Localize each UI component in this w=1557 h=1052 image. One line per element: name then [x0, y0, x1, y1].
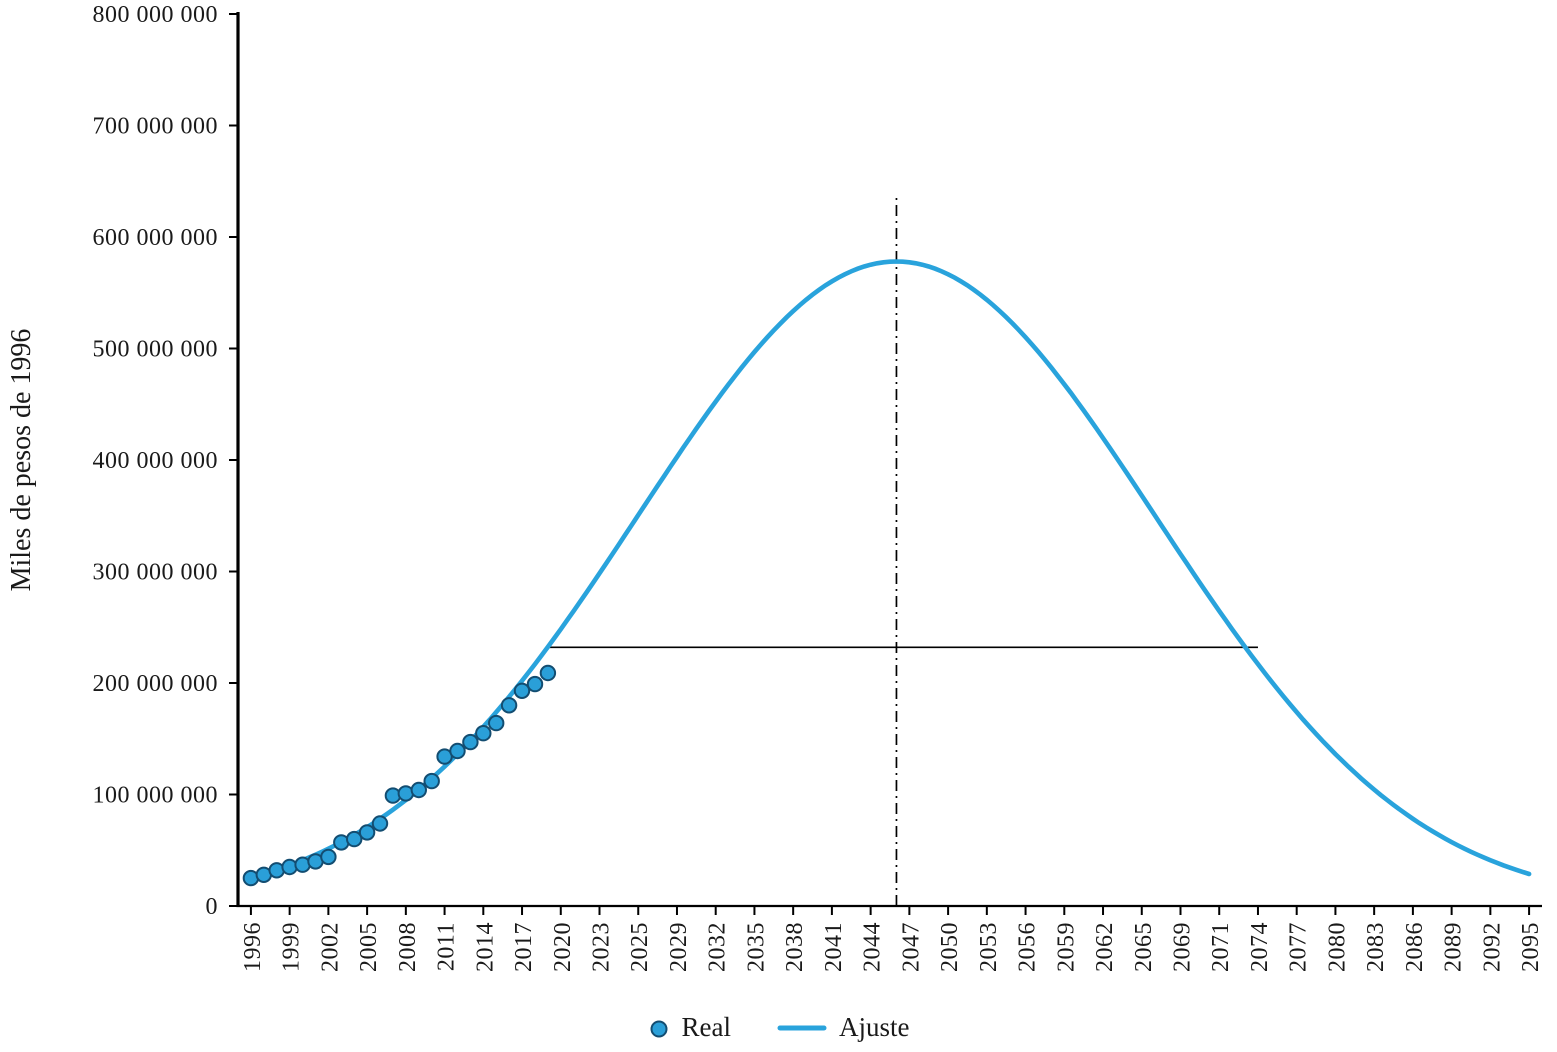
real-point	[371, 815, 389, 832]
x-tick-label: 2011	[434, 922, 460, 971]
x-tick-label: 2008	[395, 922, 421, 972]
chart-canvas: 0 100 000 000 200 000 000 300 000 000 400 00…	[93, 2, 1545, 972]
x-tick-label: 2038	[782, 922, 808, 972]
x-tick-label: 2032	[705, 922, 731, 972]
x-tick-label: 2005	[356, 922, 382, 972]
real-point	[462, 733, 479, 751]
x-tick-label: 2050	[937, 922, 963, 972]
x-tick-label: 2014	[472, 922, 498, 972]
legend-label-real: Real	[681, 1012, 731, 1042]
x-tick-label: 2056	[1015, 922, 1041, 972]
ajuste-line-icon	[777, 1025, 827, 1030]
x-tick-label: 2077	[1286, 922, 1312, 972]
x-tick-label: 2044	[860, 922, 886, 972]
y-tick-label: 700 000 000	[93, 114, 219, 140]
x-tick-label: 2020	[550, 922, 576, 972]
x-tick-label: 2080	[1324, 922, 1350, 972]
real-point	[346, 830, 363, 848]
real-point	[488, 714, 505, 732]
x-tick-label: 2086	[1402, 922, 1428, 972]
x-tick-label: 1996	[240, 922, 266, 972]
x-tick-label: 2089	[1441, 922, 1467, 972]
x-tick-label: 2053	[976, 922, 1002, 972]
x-tick-label: 2069	[1169, 922, 1195, 972]
real-point	[526, 675, 544, 693]
x-tick-label: 2047	[898, 922, 924, 972]
real-point	[513, 682, 531, 699]
x-tick-label: 2092	[1479, 922, 1505, 972]
y-tick-label: 600 000 000	[93, 225, 219, 251]
legend-label-ajuste: Ajuste	[838, 1012, 910, 1042]
y-tick-label: 500 000 000	[93, 337, 219, 363]
x-tick-label: 2071	[1208, 922, 1234, 972]
x-tick-label: 2074	[1247, 922, 1273, 972]
real-point	[320, 848, 337, 866]
real-point	[410, 781, 427, 799]
real-point	[500, 697, 518, 714]
real-dot-icon	[650, 1020, 667, 1037]
real-point	[539, 664, 557, 682]
y-tick-label: 800 000 000	[93, 2, 219, 28]
x-tick-label: 2083	[1363, 922, 1389, 972]
legend-item-real: Real	[648, 1012, 731, 1043]
real-point	[281, 858, 298, 876]
x-tick-label: 2062	[1092, 922, 1118, 972]
x-tick-label: 2035	[743, 922, 769, 972]
y-tick-label: 100 000 000	[93, 783, 219, 809]
y-tick-label: 300 000 000	[93, 560, 219, 586]
y-tick-label: 400 000 000	[93, 448, 219, 474]
x-tick-label: 2095	[1518, 922, 1544, 972]
real-point	[423, 772, 440, 790]
real-points	[242, 664, 557, 887]
x-tick-label: 2029	[666, 922, 692, 972]
x-tick-label: 2023	[589, 922, 615, 972]
legend-item-ajuste: Ajuste	[777, 1012, 910, 1043]
x-tick-label: 2002	[317, 922, 343, 972]
x-tick-label: 2065	[1131, 922, 1157, 972]
x-tick-label: 2059	[1053, 922, 1079, 972]
real-point	[475, 725, 492, 742]
x-tick-label: 2017	[511, 922, 537, 972]
x-tick-label: 2041	[821, 922, 847, 972]
y-tick-label: 200 000 000	[93, 671, 219, 697]
y-tick-label: 0	[206, 894, 219, 920]
legend: Real Ajuste	[0, 1012, 1557, 1043]
real-point	[449, 742, 466, 760]
real-point	[358, 824, 376, 841]
fit-curve	[248, 259, 1532, 880]
x-tick-label: 1999	[279, 922, 305, 972]
x-tick-label: 2025	[627, 922, 653, 972]
